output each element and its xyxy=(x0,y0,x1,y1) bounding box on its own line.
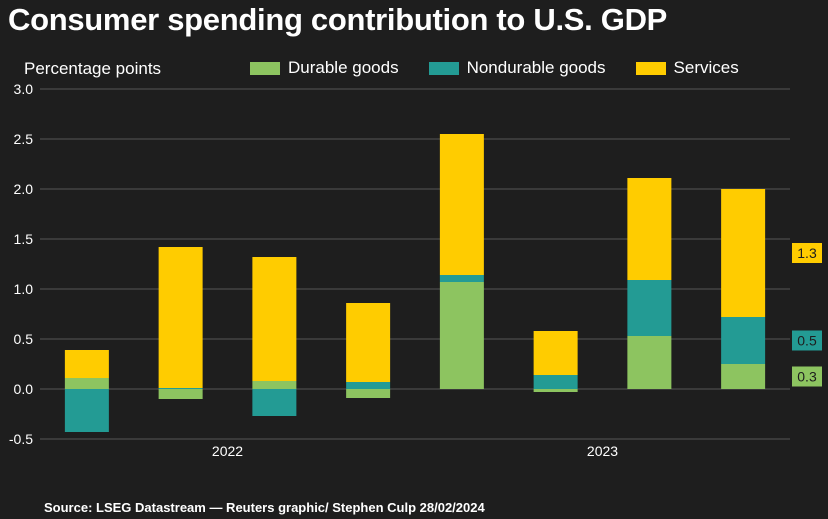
legend-label-nondurable: Nondurable goods xyxy=(466,58,606,77)
chart-title: Consumer spending contribution to U.S. G… xyxy=(8,2,668,37)
legend-item-nondurable: Nondurable goods xyxy=(428,58,606,78)
bar-durable-5 xyxy=(439,282,484,389)
y-tick-label: 0.0 xyxy=(14,381,34,397)
bar-nondurable-7 xyxy=(627,280,672,336)
legend-item-services: Services xyxy=(635,58,739,78)
x-year-label: 2022 xyxy=(212,443,243,459)
bar-nondurable-5 xyxy=(439,275,484,282)
bar-services-5 xyxy=(439,134,484,275)
bar-durable-7 xyxy=(627,336,672,389)
y-tick-label: 2.0 xyxy=(14,181,34,197)
bar-durable-4 xyxy=(346,389,391,398)
bar-nondurable-3 xyxy=(252,389,297,416)
bar-services-4 xyxy=(346,303,391,382)
bar-nondurable-1 xyxy=(64,389,109,432)
y-tick-label: 0.5 xyxy=(14,331,34,347)
y-tick-label: 1.5 xyxy=(14,231,34,247)
legend-swatch-services xyxy=(635,61,666,75)
bar-services-6 xyxy=(533,331,578,375)
legend-label-durable: Durable goods xyxy=(288,58,399,77)
bar-services-8 xyxy=(721,189,766,317)
bar-durable-8 xyxy=(721,364,766,389)
source-note: Source: LSEG Datastream — Reuters graphi… xyxy=(44,500,485,515)
bar-services-2 xyxy=(158,247,203,388)
y-tick-label: 2.5 xyxy=(14,131,34,147)
y-tick-label: 3.0 xyxy=(14,81,34,97)
end-label-box-services xyxy=(792,243,822,263)
end-label-durable: 0.3 xyxy=(797,369,817,385)
bar-services-3 xyxy=(252,257,297,381)
legend-item-durable: Durable goods xyxy=(250,58,399,78)
bar-nondurable-4 xyxy=(346,382,391,389)
legend-swatch-durable xyxy=(250,61,280,75)
bar-durable-6 xyxy=(533,389,578,392)
y-tick-label: -0.5 xyxy=(9,431,33,447)
y-tick-label: 1.0 xyxy=(14,281,34,297)
bar-nondurable-6 xyxy=(533,375,578,389)
bar-durable-1 xyxy=(64,378,109,389)
bar-services-7 xyxy=(627,178,672,280)
legend-swatch-nondurable xyxy=(428,61,459,75)
bar-durable-2 xyxy=(158,389,203,399)
x-year-label: 2023 xyxy=(587,443,618,459)
end-label-box-nondurable xyxy=(792,330,822,351)
bar-nondurable-2 xyxy=(158,388,203,389)
end-label-nondurable: 0.5 xyxy=(797,333,817,349)
end-label-services: 1.3 xyxy=(797,245,817,261)
bar-nondurable-8 xyxy=(721,317,766,364)
y-axis-label: Percentage points xyxy=(24,59,162,78)
end-label-box-durable xyxy=(792,366,822,387)
bar-services-1 xyxy=(64,350,109,378)
legend: Durable goods Nondurable goods Services xyxy=(250,58,739,78)
legend-label-services: Services xyxy=(673,58,739,77)
bar-durable-3 xyxy=(252,381,297,389)
